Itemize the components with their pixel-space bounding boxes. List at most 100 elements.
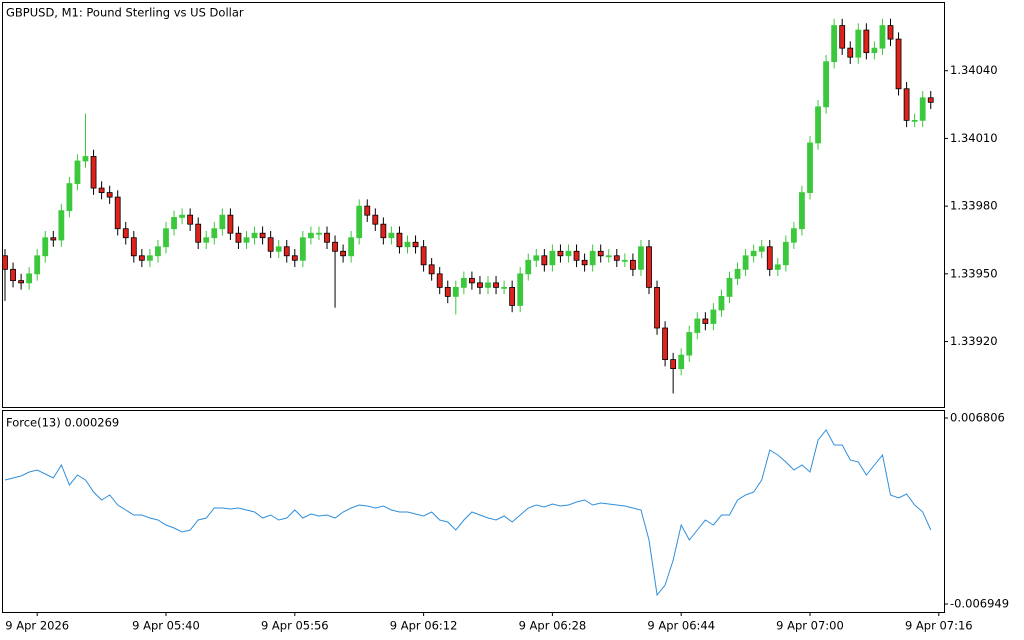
candle-body <box>710 309 717 324</box>
candle-body <box>863 29 870 54</box>
candle-body <box>686 332 693 356</box>
candle-body <box>2 255 8 270</box>
candle-body <box>485 282 491 288</box>
candle-body <box>130 237 137 257</box>
candle-body <box>670 359 677 370</box>
candle-body <box>509 286 516 306</box>
candle-body <box>219 214 226 230</box>
candle-body <box>299 237 306 261</box>
force-line <box>4 429 932 597</box>
y-tick-label: 1.33950 <box>950 266 998 280</box>
candle-body <box>235 232 242 243</box>
candle-body <box>678 354 685 370</box>
candle-body <box>742 255 749 270</box>
candle-body <box>774 264 781 270</box>
candle-body <box>243 237 250 243</box>
x-tick-label: 9 Apr 05:40 <box>132 619 200 633</box>
candle-body <box>436 273 443 288</box>
candle-body <box>58 210 65 241</box>
candle-body <box>74 160 81 184</box>
candle-body <box>356 205 363 239</box>
candle-body <box>122 228 129 239</box>
candle-body <box>597 250 604 257</box>
candle-body <box>823 61 829 108</box>
candle-body <box>380 223 387 239</box>
candle-body <box>90 156 97 189</box>
candle-body <box>638 246 644 270</box>
candle-body <box>452 286 459 297</box>
candle-body <box>654 286 660 329</box>
candle-body <box>871 47 878 54</box>
candle-body <box>428 264 435 275</box>
candle-body <box>517 273 524 306</box>
candle-body <box>26 273 33 284</box>
candle-body <box>847 47 854 58</box>
candle-body <box>114 196 121 230</box>
x-tick-label: 9 Apr 06:28 <box>519 619 587 633</box>
candle-body <box>227 214 234 234</box>
candle-body <box>799 192 805 230</box>
candle-body <box>630 259 636 270</box>
candle-body <box>919 97 926 121</box>
candle-body <box>734 268 741 279</box>
candle-body <box>758 246 765 252</box>
x-tick-label: 9 Apr 2026 <box>5 619 69 633</box>
candle-body <box>501 286 508 289</box>
candle-body <box>662 327 668 361</box>
candle-body <box>807 142 813 193</box>
candle-body <box>203 237 210 243</box>
candle-body <box>82 156 89 162</box>
candle-body <box>420 246 427 266</box>
candle-body <box>307 232 314 239</box>
x-tick-label: 9 Apr 06:44 <box>647 619 715 633</box>
candle-body <box>565 250 572 257</box>
candle-body <box>412 241 419 248</box>
candle-body <box>549 250 556 266</box>
candle-body <box>404 241 411 248</box>
candle-body <box>541 255 548 266</box>
candle-body <box>613 255 620 261</box>
x-tick-label: 9 Apr 07:00 <box>776 619 844 633</box>
candle-body <box>155 246 161 257</box>
candle-body <box>283 246 290 257</box>
candle-body <box>66 183 73 212</box>
candle-body <box>468 277 475 284</box>
candle-body <box>927 97 934 103</box>
candle-body <box>146 255 153 261</box>
candle-body <box>275 246 282 252</box>
candle-body <box>34 255 41 275</box>
candle-body <box>766 246 773 270</box>
candle-body <box>694 318 701 333</box>
candle-body <box>557 250 564 257</box>
candle-body <box>50 237 57 241</box>
candle-body <box>525 259 532 275</box>
candle-body <box>42 237 49 257</box>
candle-body <box>10 268 16 282</box>
indicator-title: Force(13) 0.000269 <box>6 416 119 430</box>
x-tick-label: 9 Apr 07:16 <box>905 619 973 633</box>
candle-body <box>493 282 499 288</box>
candle-body <box>267 237 274 252</box>
candle-body <box>460 277 467 288</box>
candle-body <box>855 29 862 58</box>
y-tick-label: 1.34040 <box>950 63 998 77</box>
candle-body <box>396 232 403 248</box>
candle-body <box>911 119 918 122</box>
candle-body <box>340 250 347 257</box>
candle-body <box>791 228 797 243</box>
candle-body <box>533 255 540 261</box>
candle-body <box>605 255 612 258</box>
candle-body <box>364 205 371 216</box>
candle-body <box>138 255 145 261</box>
candle-body <box>195 223 202 243</box>
candle-body <box>839 25 846 49</box>
candle-body <box>211 228 218 239</box>
candle-body <box>18 280 25 284</box>
main-pane <box>2 2 945 408</box>
candle-body <box>831 25 838 63</box>
candle-body <box>646 246 652 288</box>
x-tick-label: 9 Apr 05:56 <box>261 619 329 633</box>
candle-body <box>782 241 789 266</box>
y-tick-label: 1.33920 <box>950 334 998 348</box>
